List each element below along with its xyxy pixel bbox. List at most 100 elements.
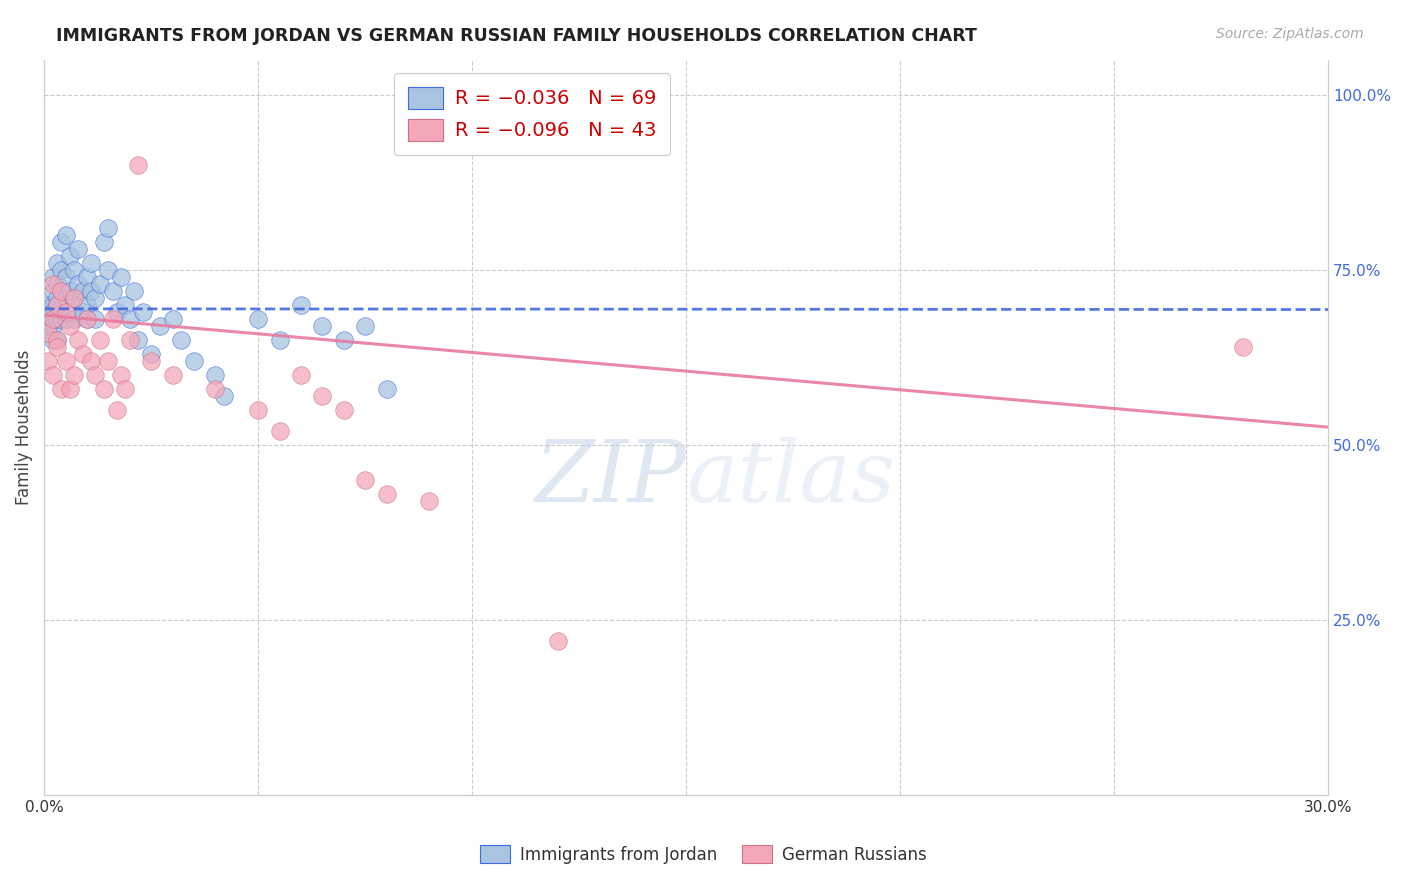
Point: [93, 382, 115, 396]
Point: [97, 220, 120, 235]
Point: [41, 311, 63, 326]
Point: [139, 346, 162, 360]
Point: [46, 298, 69, 312]
Point: [114, 382, 136, 396]
Point: [127, 333, 149, 347]
Point: [72, 346, 94, 360]
Point: [97, 262, 120, 277]
Point: [59, 318, 82, 333]
Point: [375, 486, 398, 500]
Point: [67, 333, 90, 347]
Point: [204, 382, 226, 396]
Point: [37, 298, 59, 312]
Point: [51, 284, 73, 298]
Point: [269, 424, 291, 438]
Y-axis label: Family Households: Family Households: [15, 350, 32, 505]
Point: [37, 326, 59, 340]
Point: [51, 235, 73, 249]
Point: [93, 235, 115, 249]
Text: ZIP: ZIP: [534, 437, 686, 520]
Point: [162, 368, 184, 382]
Point: [41, 318, 63, 333]
Point: [51, 284, 73, 298]
Point: [37, 311, 59, 326]
Point: [72, 284, 94, 298]
Point: [139, 353, 162, 368]
Point: [105, 402, 128, 417]
Point: [55, 304, 77, 318]
Point: [101, 284, 124, 298]
Point: [67, 277, 90, 291]
Point: [41, 298, 63, 312]
Point: [37, 318, 59, 333]
Point: [84, 311, 107, 326]
Point: [46, 340, 69, 354]
Point: [37, 304, 59, 318]
Point: [118, 333, 141, 347]
Point: [46, 311, 69, 326]
Point: [37, 326, 59, 340]
Point: [118, 311, 141, 326]
Point: [212, 389, 235, 403]
Point: [76, 269, 98, 284]
Text: Source: ZipAtlas.com: Source: ZipAtlas.com: [1216, 27, 1364, 41]
Point: [418, 493, 440, 508]
Point: [80, 284, 103, 298]
Point: [97, 353, 120, 368]
Text: IMMIGRANTS FROM JORDAN VS GERMAN RUSSIAN FAMILY HOUSEHOLDS CORRELATION CHART: IMMIGRANTS FROM JORDAN VS GERMAN RUSSIAN…: [56, 27, 977, 45]
Point: [354, 473, 377, 487]
Point: [46, 298, 69, 312]
Point: [105, 304, 128, 318]
Point: [55, 311, 77, 326]
Point: [149, 318, 172, 333]
Point: [183, 353, 205, 368]
Point: [89, 333, 111, 347]
Point: [63, 291, 86, 305]
Point: [547, 633, 569, 648]
Text: atlas: atlas: [686, 437, 896, 520]
Point: [55, 269, 77, 284]
Point: [41, 368, 63, 382]
Point: [51, 311, 73, 326]
Point: [46, 255, 69, 269]
Point: [37, 353, 59, 368]
Point: [41, 304, 63, 318]
Point: [80, 353, 103, 368]
Point: [63, 262, 86, 277]
Point: [247, 402, 270, 417]
Point: [110, 269, 132, 284]
Point: [1232, 340, 1254, 354]
Point: [332, 402, 354, 417]
Point: [101, 311, 124, 326]
Point: [55, 227, 77, 242]
Point: [46, 333, 69, 347]
Point: [72, 304, 94, 318]
Point: [89, 277, 111, 291]
Point: [290, 298, 312, 312]
Point: [110, 368, 132, 382]
Point: [76, 298, 98, 312]
Point: [41, 277, 63, 291]
Point: [63, 368, 86, 382]
Point: [63, 311, 86, 326]
Point: [204, 368, 226, 382]
Point: [41, 333, 63, 347]
Point: [247, 311, 270, 326]
Point: [51, 382, 73, 396]
Point: [59, 304, 82, 318]
Point: [59, 249, 82, 263]
Point: [76, 311, 98, 326]
Point: [59, 382, 82, 396]
Point: [122, 284, 145, 298]
Point: [290, 368, 312, 382]
Point: [59, 284, 82, 298]
Point: [63, 291, 86, 305]
Point: [41, 269, 63, 284]
Point: [55, 291, 77, 305]
Point: [269, 333, 291, 347]
Legend: Immigrants from Jordan, German Russians: Immigrants from Jordan, German Russians: [472, 838, 934, 871]
Point: [41, 311, 63, 326]
Point: [46, 277, 69, 291]
Point: [162, 311, 184, 326]
Point: [311, 389, 333, 403]
